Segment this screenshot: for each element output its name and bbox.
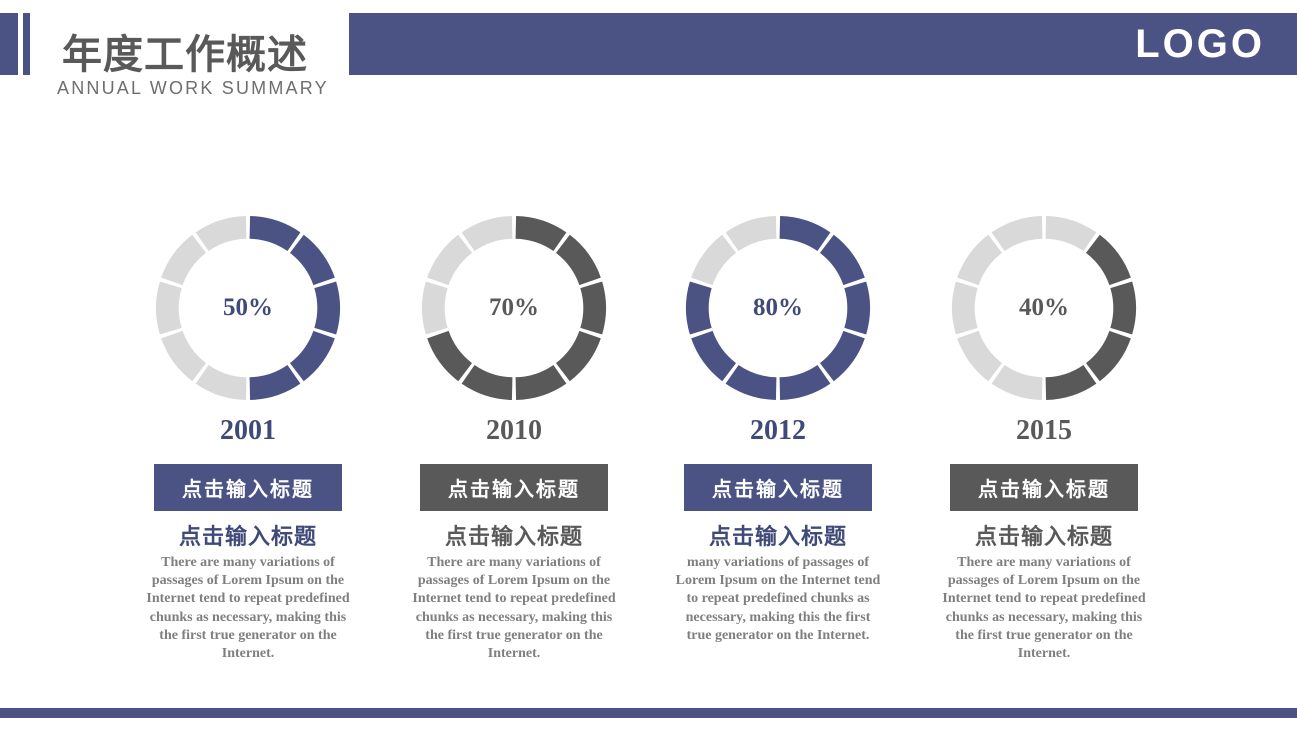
logo-text: LOGO [1135,21,1265,66]
enter-title-button[interactable]: 点击输入标题 [950,464,1138,511]
column-body-text: There are many variations of passages of… [412,555,616,662]
column-body-text: There are many variations of passages of… [146,555,350,662]
donut-segment [691,234,737,286]
donut-percent-label: 80% [753,294,803,321]
donut-segment [161,234,207,286]
year-label: 2012 [750,415,806,446]
summary-column-2010: 70% 2010 点击输入标题 点击输入标题 There are many va… [399,214,629,663]
donut-chart-2012: 80% [684,214,872,402]
donut-segment [691,330,737,382]
year-label: 2010 [486,415,542,446]
donut-segment [1045,215,1097,252]
donut-segment [155,281,182,335]
donut-segment [957,234,1003,286]
donut-ring-2012 [685,215,871,401]
donut-segment [1045,364,1097,401]
page-subtitle: ANNUAL WORK SUMMARY [57,78,329,98]
enter-title-button[interactable]: 点击输入标题 [154,464,342,511]
donut-ring-2001 [155,215,341,401]
donut-segment [195,215,247,252]
donut-segment [427,234,473,286]
donut-segment [289,330,335,382]
donut-segment [951,281,978,335]
column-heading: 点击输入标题 [444,524,583,549]
donut-percent-label: 50% [223,294,273,321]
header-accent-bar-wide [0,13,18,75]
donut-segment [844,281,871,335]
donut-segment [991,364,1043,401]
column-body-text: many variations of passages of Lorem Ips… [675,555,881,643]
column-heading: 点击输入标题 [708,524,847,549]
footer-accent-bar [0,708,1297,718]
donut-segment [289,234,335,286]
summary-column-2015: 40% 2015 点击输入标题 点击输入标题 There are many va… [929,214,1159,663]
summary-column-2001: 50% 2001 点击输入标题 点击输入标题 There are many va… [133,214,363,663]
column-heading: 点击输入标题 [974,524,1113,549]
donut-segment [249,364,301,401]
donut-segment [461,364,513,401]
donut-segment [685,281,712,335]
donut-segment [1110,281,1137,335]
donut-segment [515,364,567,401]
donut-segment [725,215,777,252]
donut-segment [779,215,831,252]
donut-percent-label: 70% [489,294,539,321]
year-label: 2001 [220,415,276,446]
donut-segment [515,215,567,252]
column-heading: 点击输入标题 [178,524,317,549]
summary-column-2012: 80% 2012 点击输入标题 点击输入标题 many variations o… [663,214,893,645]
donut-segment [991,215,1043,252]
header-accent-bar-thin [23,13,30,75]
donut-segment [819,330,865,382]
donut-segment [195,364,247,401]
enter-title-button[interactable]: 点击输入标题 [684,464,872,511]
donut-ring-2010 [421,215,607,401]
donut-segment [1085,234,1131,286]
year-label: 2015 [1016,415,1072,446]
donut-segment [779,364,831,401]
page-title: 年度工作概述 [62,33,308,77]
donut-chart-2010: 70% [420,214,608,402]
column-body-text: There are many variations of passages of… [942,555,1146,662]
donut-segment [427,330,473,382]
donut-segment [555,330,601,382]
enter-title-button[interactable]: 点击输入标题 [420,464,608,511]
donut-ring-2015 [951,215,1137,401]
header-banner: LOGO [349,13,1297,75]
donut-segment [1085,330,1131,382]
donut-chart-2001: 50% [154,214,342,402]
donut-segment [461,215,513,252]
donut-segment [421,281,448,335]
donut-segment [249,215,301,252]
donut-segment [314,281,341,335]
donut-segment [819,234,865,286]
donut-segment [957,330,1003,382]
donut-segment [161,330,207,382]
donut-segment [555,234,601,286]
donut-chart-2015: 40% [950,214,1138,402]
donut-segment [580,281,607,335]
donut-segment [725,364,777,401]
donut-percent-label: 40% [1019,294,1069,321]
